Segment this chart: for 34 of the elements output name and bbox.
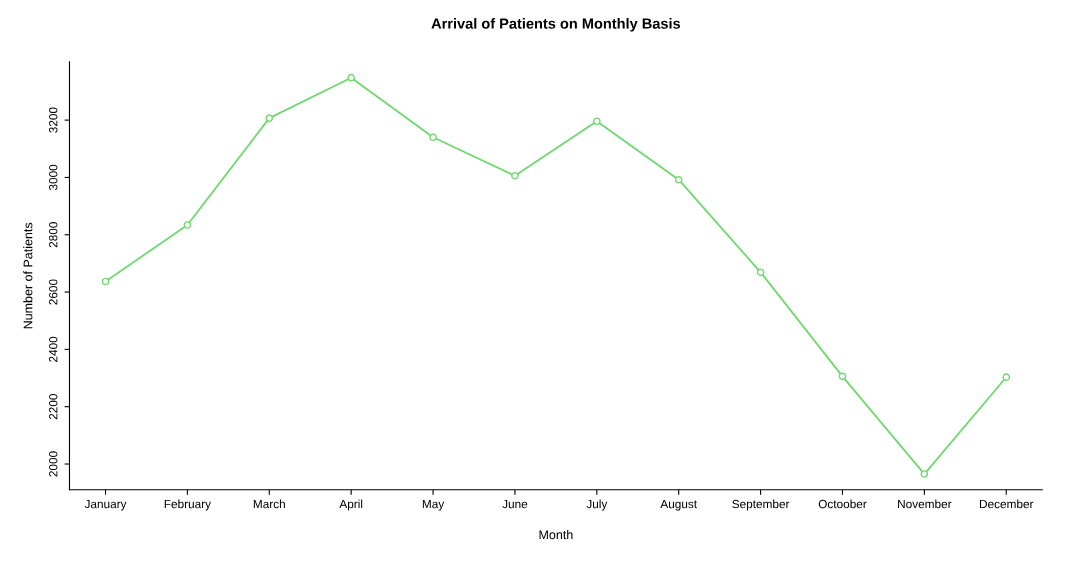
- y-tick-label: 2400: [49, 336, 58, 362]
- point: [265, 114, 274, 122]
- y-tick-label: 2200: [49, 394, 58, 420]
- y-tick-label: 3200: [49, 107, 58, 133]
- chart-title: Arrival of Patients on Monthly Basis: [431, 18, 681, 32]
- x-tick-label: May: [422, 499, 445, 511]
- x-tick-label: March: [253, 499, 285, 509]
- y-tick-label: 2600: [49, 279, 58, 305]
- x-tick-label: June: [502, 499, 528, 509]
- point: [593, 117, 601, 126]
- y-tick-label: 3000: [49, 164, 58, 191]
- x-tick-label: February: [164, 499, 211, 511]
- y-tick-label: 2000: [49, 451, 58, 477]
- point: [838, 372, 847, 381]
- point: [347, 73, 355, 82]
- x-tick-label: September: [732, 499, 790, 511]
- point: [511, 171, 519, 180]
- x-tick-label: Octoober: [818, 499, 867, 509]
- point: [429, 133, 437, 142]
- x-axis-title: Month: [539, 529, 573, 540]
- point: [101, 277, 110, 286]
- y-axis-title: Number of Patients: [23, 222, 33, 329]
- x-tick-label: July: [586, 499, 608, 511]
- point: [756, 268, 765, 277]
- x-tick-label: January: [84, 499, 127, 511]
- point: [183, 221, 192, 229]
- x-tick-label: December: [979, 499, 1034, 509]
- point: [1002, 373, 1011, 381]
- x-tick-label: November: [898, 499, 952, 509]
- point: [674, 175, 683, 184]
- y-tick-label: 2800: [49, 222, 58, 248]
- x-tick-label: August: [660, 499, 697, 511]
- x-tick-label: April: [339, 499, 363, 511]
- point: [920, 470, 929, 478]
